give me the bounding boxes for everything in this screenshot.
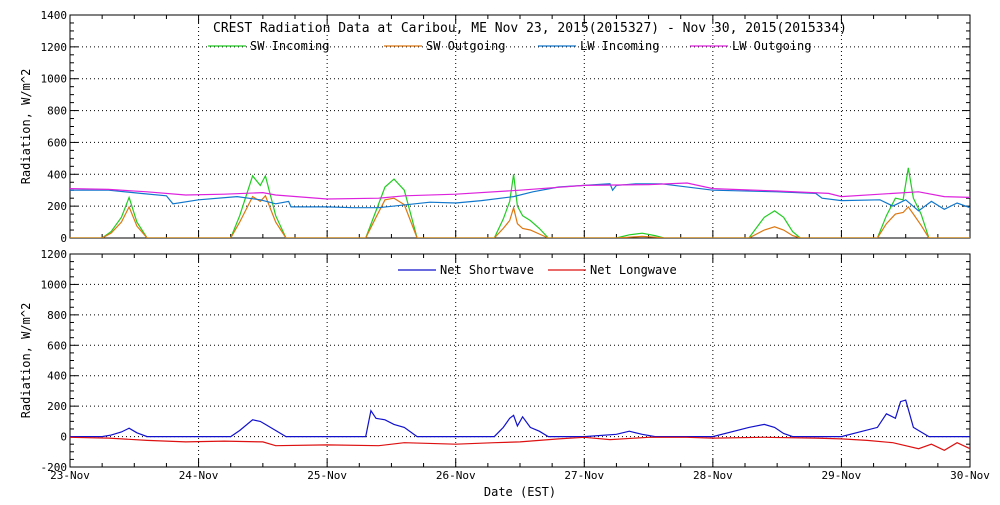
y-tick-label: 0 — [60, 431, 67, 444]
x-tick-label: 24-Nov — [179, 469, 219, 482]
y-tick-label: 1000 — [41, 73, 68, 86]
x-tick-label: 27-Nov — [564, 469, 604, 482]
series-line-net-longwave — [70, 436, 970, 451]
x-axis-title: Date (EST) — [484, 485, 556, 499]
y-axis-title: Radiation, W/m^2 — [19, 303, 33, 419]
y-tick-label: 800 — [47, 309, 67, 322]
series-line-lw-incoming — [70, 183, 970, 212]
y-tick-label: 200 — [47, 400, 67, 413]
plot-frame — [69, 253, 971, 468]
series-line-sw-outgoing — [70, 194, 970, 238]
series-line-sw-incoming — [70, 167, 970, 238]
y-tick-label: 200 — [47, 200, 67, 213]
y-tick-label: 0 — [60, 232, 67, 245]
x-tick-label: 29-Nov — [822, 469, 862, 482]
x-tick-label: 26-Nov — [436, 469, 476, 482]
x-tick-label: 30-Nov — [950, 469, 990, 482]
series-line-lw-outgoing — [70, 182, 970, 200]
plot-frame — [69, 14, 971, 239]
y-tick-label: 600 — [47, 136, 67, 149]
x-tick-label: 25-Nov — [307, 469, 347, 482]
legend-label: SW Outgoing — [426, 39, 505, 53]
y-tick-label: 400 — [47, 370, 67, 383]
y-axis-title: Radiation, W/m^2 — [19, 69, 33, 185]
legend-label: LW Incoming — [580, 39, 659, 53]
legend-label: SW Incoming — [250, 39, 329, 53]
x-tick-label: 28-Nov — [693, 469, 733, 482]
legend-label: LW Outgoing — [732, 39, 811, 53]
series-line-net-shortwave — [70, 399, 970, 438]
y-tick-label: 1400 — [41, 9, 68, 22]
y-tick-label: -200 — [41, 461, 68, 474]
y-tick-label: 1200 — [41, 248, 68, 261]
y-tick-label: 800 — [47, 105, 67, 118]
x-tick-label: 23-Nov — [50, 469, 90, 482]
y-tick-label: 1200 — [41, 41, 68, 54]
chart-title: CREST Radiation Data at Caribou, ME Nov … — [213, 21, 847, 36]
y-tick-label: 600 — [47, 339, 67, 352]
y-tick-label: 400 — [47, 168, 67, 181]
y-tick-label: 1000 — [41, 278, 68, 291]
top-panel: 0 200 400 600 800 1000 1200 1400 Radiation, W/m^… — [19, 9, 971, 245]
bottom-panel: -200 0 200 400 600 800 1000 1200 23-Nov 24-Nov 25-… — [19, 248, 990, 499]
legend-label: Net Shortwave — [440, 263, 534, 277]
legend-label: Net Longwave — [590, 263, 677, 277]
